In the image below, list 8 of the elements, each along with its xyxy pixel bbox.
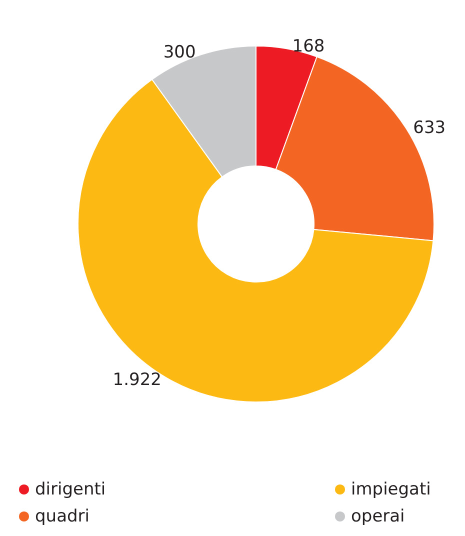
- legend-label: operai: [351, 506, 405, 526]
- legend-label: impiegati: [351, 480, 431, 500]
- data-label: 1.922: [112, 370, 162, 390]
- legend-label: dirigenti: [35, 480, 106, 500]
- data-label: 168: [292, 36, 325, 57]
- data-label: 300: [163, 42, 196, 63]
- legend-label: quadri: [35, 506, 90, 526]
- data-label: 633: [413, 118, 446, 138]
